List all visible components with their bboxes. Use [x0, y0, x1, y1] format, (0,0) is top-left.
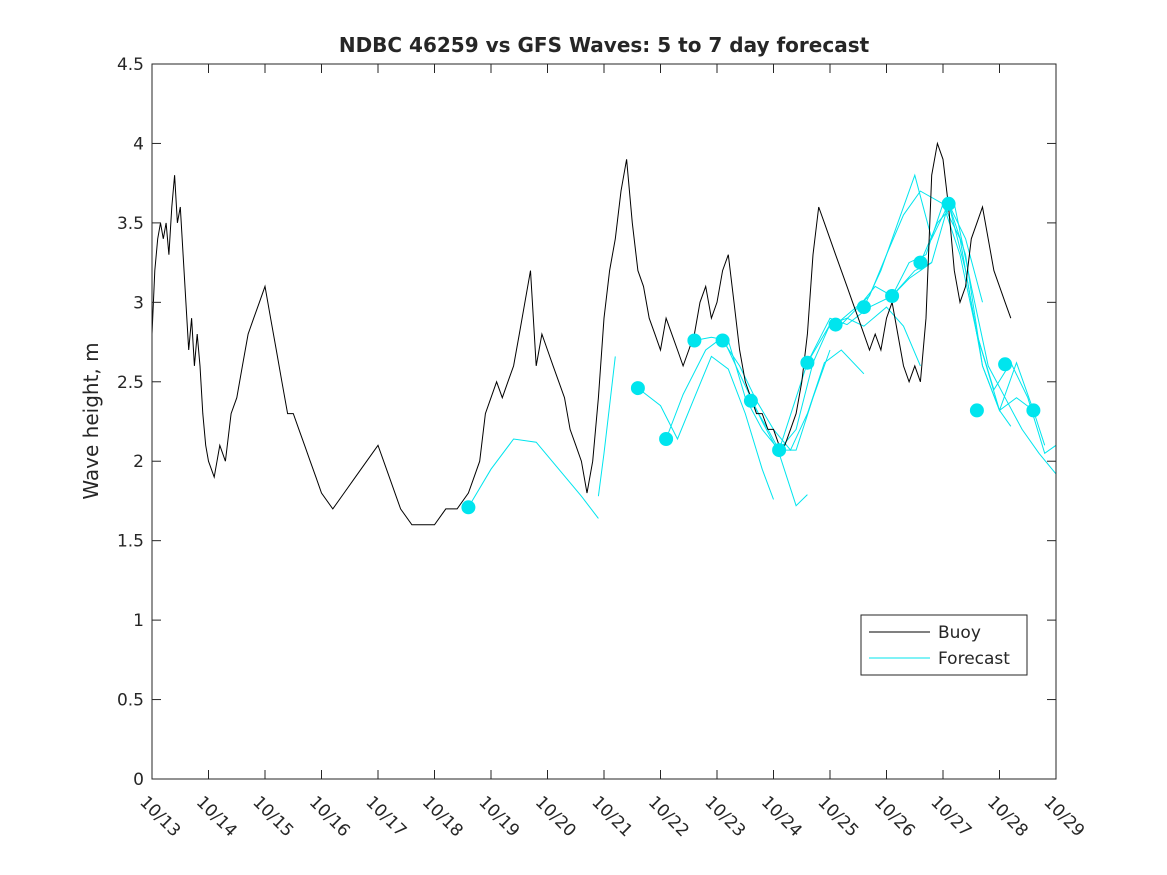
y-tick-label: 2 — [133, 452, 144, 472]
buoy-series-group — [151, 141, 1012, 526]
forecast-marker-12 — [913, 255, 928, 270]
forecast-line-4 — [665, 336, 808, 507]
y-tick-label: 1.5 — [117, 532, 144, 552]
forecast-marker-16 — [1026, 403, 1041, 418]
legend-label-buoy: Buoy — [938, 623, 981, 643]
y-tick-label: 1 — [133, 611, 144, 631]
y-axis-ticks: 0 0.5 1 1.5 2 2.5 3 3.5 4 4.5 — [117, 55, 1056, 790]
forecast-marker-5 — [715, 333, 730, 348]
forecast-marker-9 — [828, 317, 843, 332]
legend-box — [860, 614, 1028, 676]
forecast-marker-7 — [772, 443, 787, 458]
forecast-marker-6 — [743, 393, 758, 408]
forecast-marker-3 — [659, 432, 674, 446]
y-tick-label: 4 — [133, 134, 144, 154]
y-tick-label: 2.5 — [117, 373, 144, 393]
forecast-marker-4 — [687, 333, 702, 348]
forecast-marker-14 — [969, 403, 984, 418]
legend: Buoy Forecast — [860, 614, 1028, 676]
forecast-marker-13 — [941, 196, 956, 211]
forecast-line-2 — [597, 356, 616, 497]
forecast-marker-10 — [856, 300, 871, 315]
forecast-line-3 — [637, 355, 774, 500]
forecast-line-1 — [467, 438, 599, 519]
forecast-marker-11 — [885, 289, 900, 303]
forecast-line-10 — [835, 190, 1034, 412]
forecast-marker-15 — [998, 357, 1013, 372]
forecast-markers-group — [461, 196, 1041, 515]
y-tick-label: 3.5 — [117, 214, 144, 234]
legend-label-forecast: Forecast — [938, 649, 1010, 669]
forecast-line-8 — [778, 262, 932, 451]
forecast-marker-8 — [800, 355, 815, 370]
y-axis-label: Wave height, m — [79, 342, 103, 499]
forecast-line-14 — [948, 203, 1012, 427]
y-tick-label: 4.5 — [117, 55, 144, 75]
forecast-marker-2 — [630, 381, 645, 396]
forecast-line-13 — [919, 202, 1057, 475]
y-tick-label: 0 — [133, 770, 144, 790]
forecast-line-6 — [722, 340, 865, 452]
buoy-line — [151, 141, 1012, 526]
y-tick-label: 3 — [133, 293, 144, 313]
chart-title: NDBC 46259 vs GFS Waves: 5 to 7 day fore… — [339, 33, 870, 57]
forecast-line-11 — [863, 173, 1046, 446]
y-tick-label: 0.5 — [117, 691, 144, 711]
forecast-marker-1 — [461, 500, 476, 515]
